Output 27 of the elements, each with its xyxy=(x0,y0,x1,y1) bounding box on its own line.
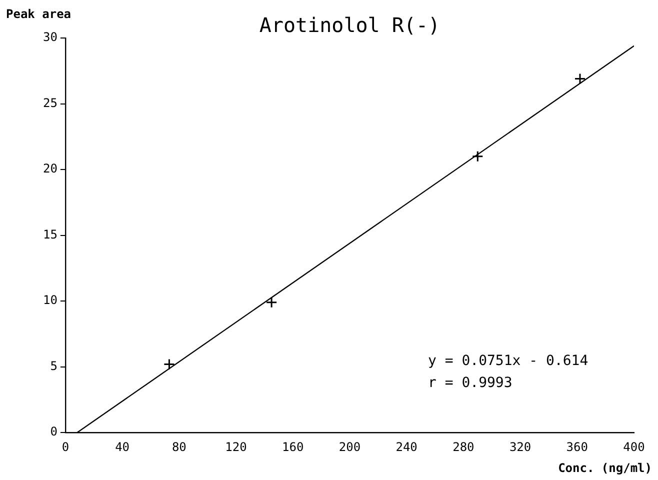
y-tick-label: 5 xyxy=(50,358,58,373)
x-tick-label: 160 xyxy=(282,440,304,454)
y-tick-label: 20 xyxy=(42,162,58,176)
y-tick-label: 10 xyxy=(42,293,58,308)
y-tick-label: 25 xyxy=(42,96,58,110)
x-tick-label: 280 xyxy=(452,440,474,454)
y-axis-title: Peak area xyxy=(6,7,72,21)
chart-title: Arotinolol R(-) xyxy=(259,13,440,37)
x-tick-label: 240 xyxy=(396,440,418,454)
x-tick-label: 120 xyxy=(225,440,247,454)
annotation: y = 0.0751x - 0.614 xyxy=(428,353,588,369)
x-tick-label: 40 xyxy=(115,440,130,454)
annotation: r = 0.9993 xyxy=(428,375,512,391)
y-tick-label: 15 xyxy=(42,227,58,242)
point xyxy=(266,296,278,308)
x-tick-label: 360 xyxy=(566,440,588,454)
point xyxy=(163,358,175,370)
y-tick-label: 30 xyxy=(42,30,58,44)
x-axis-title: Conc. (ng/ml) xyxy=(558,461,652,475)
point xyxy=(472,150,484,162)
x-tick-label: 0 xyxy=(62,440,70,454)
x-tick-label: 400 xyxy=(623,440,645,454)
x-tick-label: 200 xyxy=(338,440,361,454)
x-tick-label: 320 xyxy=(509,440,532,454)
y-tick-label: 0 xyxy=(50,424,58,439)
point xyxy=(574,73,586,85)
x-tick-label: 80 xyxy=(172,440,186,454)
